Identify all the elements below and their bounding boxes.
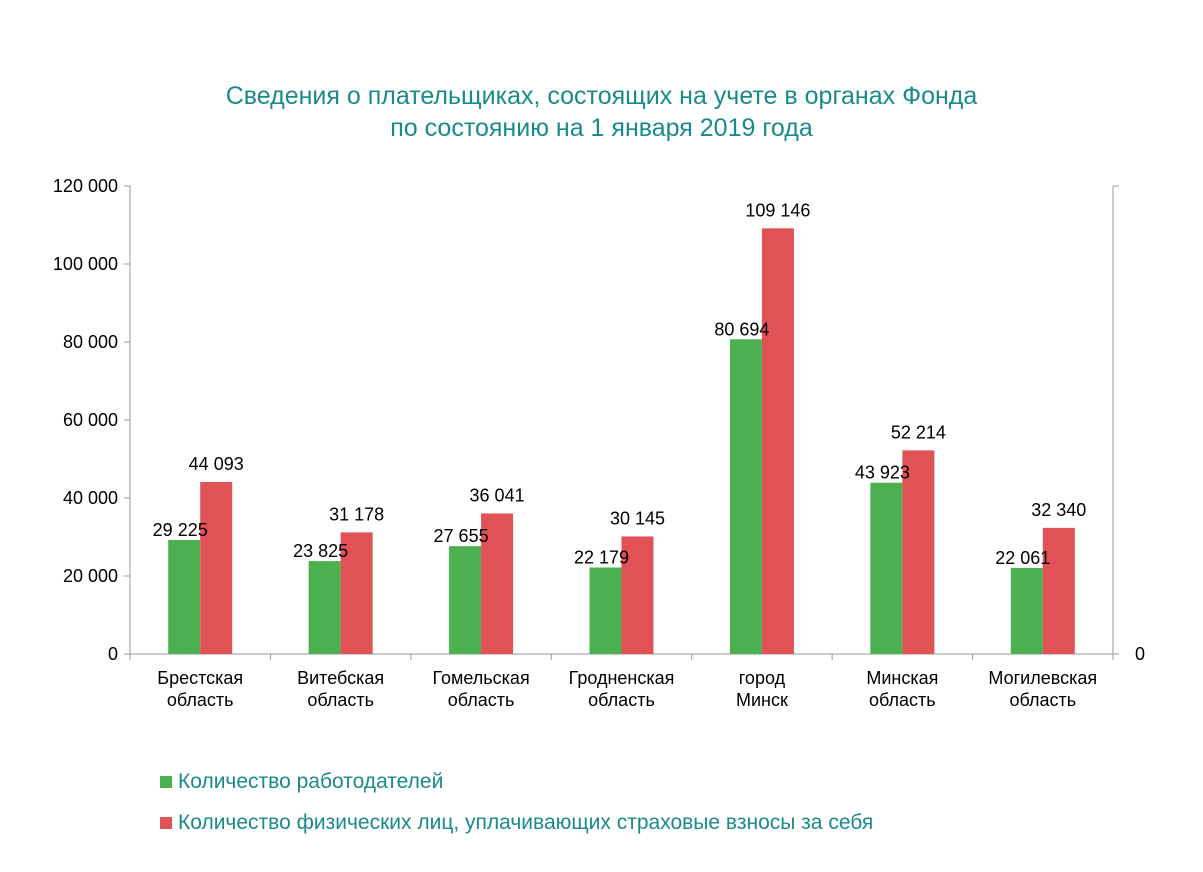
data-label: 52 214 [891, 422, 946, 442]
chart-title-line-2: по состоянию на 1 января 2019 года [390, 114, 813, 142]
category-label: Витебская [297, 668, 384, 688]
legend: Количество работодателей Количество физи… [160, 770, 873, 852]
bar [340, 532, 373, 654]
y-tick-label: 80 000 [63, 332, 118, 352]
category-label: город [739, 668, 786, 688]
legend-label-employers: Количество работодателей [178, 770, 444, 793]
data-label: 44 093 [189, 454, 244, 474]
bar [1010, 567, 1043, 654]
bar [589, 567, 622, 654]
data-label: 22 061 [995, 548, 1050, 568]
bar [870, 482, 903, 654]
data-label: 32 340 [1031, 500, 1086, 520]
data-label: 109 146 [745, 200, 810, 220]
category-label: область [869, 690, 936, 710]
category-label: область [588, 690, 655, 710]
category-label: область [307, 690, 374, 710]
category-label: область [167, 690, 234, 710]
bar [481, 513, 514, 654]
bar [308, 561, 341, 654]
bar [1042, 527, 1075, 654]
legend-swatch-individuals [160, 817, 172, 829]
data-label: 80 694 [714, 319, 769, 339]
data-label: 31 178 [329, 504, 384, 524]
data-label: 27 655 [434, 526, 489, 546]
bar [902, 450, 935, 654]
category-label: область [1009, 690, 1076, 710]
data-label: 29 225 [153, 520, 208, 540]
category-label: Гомельская [432, 668, 529, 688]
bar [449, 546, 482, 654]
category-label: Минск [736, 690, 788, 710]
chart-title: Сведения о плательщиках, состоящих на уч… [0, 80, 1203, 144]
y-tick-label: 60 000 [63, 410, 118, 430]
category-label: Брестская [157, 668, 243, 688]
bar [729, 339, 762, 654]
legend-swatch-employers [160, 776, 172, 788]
legend-item-employers: Количество работодателей [160, 770, 873, 794]
chart-title-line-1: Сведения о плательщиках, состоящих на уч… [225, 82, 978, 110]
category-label: область [448, 690, 515, 710]
y-tick-label: 20 000 [63, 566, 118, 586]
data-label: 43 923 [855, 463, 910, 483]
data-label: 30 145 [610, 508, 665, 528]
bar [761, 228, 794, 654]
category-label: Гродненская [569, 668, 675, 688]
legend-item-individuals: Количество физических лиц, уплачивающих … [160, 811, 873, 835]
category-label: Могилевская [988, 668, 1097, 688]
category-label: Минская [866, 668, 938, 688]
bar [200, 482, 233, 654]
bar [621, 536, 654, 654]
data-label: 23 825 [293, 541, 348, 561]
legend-label-individuals: Количество физических лиц, уплачивающих … [178, 811, 874, 834]
bar [168, 540, 201, 654]
y-tick-label: 100 000 [53, 254, 118, 274]
y-tick-label: 120 000 [53, 176, 118, 196]
y-tick-label: 40 000 [63, 488, 118, 508]
data-label: 22 179 [574, 548, 629, 568]
data-label: 36 041 [470, 485, 525, 505]
y-tick-label: 0 [108, 644, 118, 664]
secondary-y-tick-label: 0 [1135, 644, 1145, 664]
